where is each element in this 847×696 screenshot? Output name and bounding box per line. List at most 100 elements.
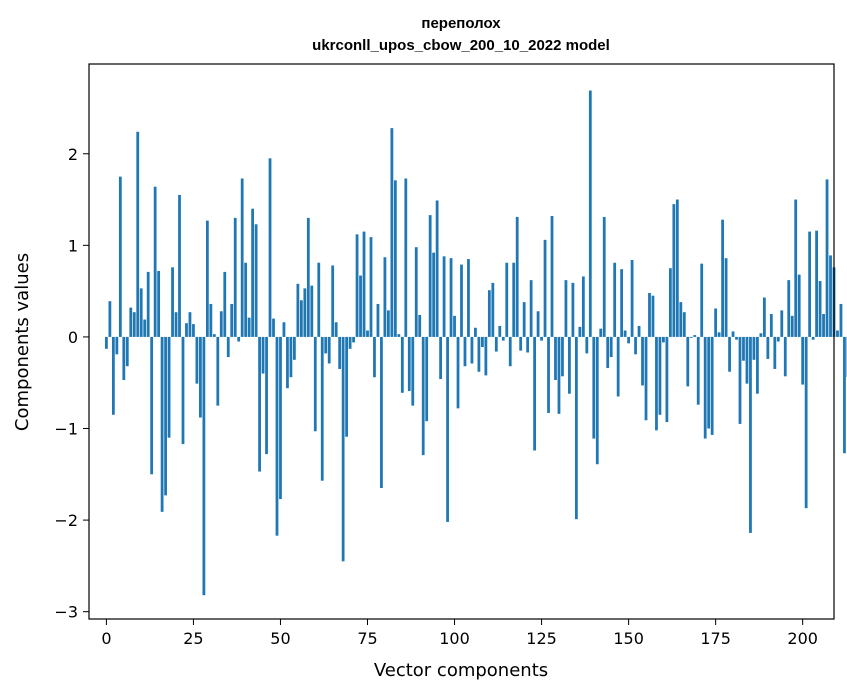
bar-192 (773, 336, 777, 369)
bar-1 (108, 301, 112, 337)
bar-141 (595, 336, 599, 465)
bar-164 (675, 199, 679, 337)
bar-53 (289, 336, 293, 378)
bar-190 (766, 336, 770, 359)
bar-154 (641, 336, 644, 386)
bar-200 (801, 336, 805, 385)
bar-71 (352, 336, 355, 343)
bar-65 (331, 265, 335, 337)
y-axis-ticks: −3 −2 −1 0 1 2 (54, 145, 89, 622)
bar-174 (710, 336, 714, 435)
bar-13 (150, 336, 154, 475)
bar-160 (662, 336, 665, 343)
bar-163 (672, 204, 676, 337)
y-tick-label-0: −3 (54, 603, 78, 622)
bar-169 (693, 335, 697, 337)
bar-23 (185, 323, 188, 337)
bar-70 (348, 336, 352, 349)
bar-132 (564, 280, 568, 337)
bar-128 (550, 216, 554, 337)
bar-16 (160, 336, 164, 512)
x-tick-label-4: 100 (439, 629, 470, 648)
bar-75 (366, 330, 369, 337)
bar-4 (118, 176, 122, 337)
bar-188 (759, 333, 763, 337)
bar-196 (787, 280, 791, 337)
x-tick-label-2: 50 (270, 629, 290, 648)
bar-48 (272, 318, 275, 337)
bar-38 (237, 336, 241, 342)
bar-43 (254, 224, 258, 337)
bar-158 (655, 336, 658, 431)
bar-18 (167, 336, 171, 438)
bar-35 (226, 336, 230, 358)
bar-172 (703, 336, 707, 439)
bar-39 (240, 178, 244, 337)
bar-181 (735, 336, 738, 340)
bar-66 (334, 322, 338, 337)
bar-105 (470, 336, 474, 364)
bar-159 (658, 336, 662, 415)
bar-168 (689, 336, 693, 338)
bar-6 (125, 336, 129, 367)
bar-28 (202, 336, 206, 596)
bar-25 (192, 324, 195, 337)
bar-107 (477, 336, 481, 372)
chart-subtitle: ukrconll_upos_cbow_200_10_2022 model (312, 37, 610, 54)
bar-131 (561, 336, 564, 377)
bar-167 (686, 336, 690, 387)
bar-104 (467, 259, 470, 337)
bar-57 (303, 288, 307, 337)
bar-99 (449, 258, 453, 337)
bar-59 (310, 285, 314, 337)
x-tick-label-5: 125 (526, 629, 557, 648)
x-tick-label-6: 150 (613, 629, 644, 648)
bar-76 (369, 237, 373, 337)
bar-2 (111, 336, 115, 415)
bar-46 (265, 336, 268, 455)
bar-29 (205, 220, 209, 337)
bar-93 (428, 215, 432, 337)
bar-26 (195, 336, 199, 384)
bar-189 (762, 297, 766, 337)
bar-101 (456, 336, 460, 409)
bar-147 (616, 336, 620, 397)
bar-201 (804, 336, 808, 509)
bar-51 (282, 322, 286, 337)
bar-171 (700, 263, 704, 337)
bar-36 (230, 303, 234, 337)
bar-157 (651, 295, 655, 337)
bar-185 (749, 336, 752, 533)
bar-61 (317, 262, 321, 337)
bar-211 (839, 303, 843, 337)
x-axis-ticks: 0 25 50 75 100 125 150 175 200 (101, 619, 818, 648)
bar-8 (132, 312, 136, 337)
bar-121 (526, 336, 530, 353)
bar-116 (508, 336, 512, 367)
bar-194 (780, 310, 784, 337)
bar-11 (143, 319, 147, 337)
bar-137 (581, 276, 585, 337)
bar-54 (293, 336, 296, 360)
bar-208 (829, 255, 832, 337)
bar-45 (261, 336, 265, 374)
y-tick-label-4: 1 (68, 236, 78, 255)
bar-27 (199, 336, 202, 418)
plot-frame (88, 63, 835, 620)
bar-67 (338, 336, 342, 369)
bar-49 (275, 336, 279, 536)
bar-187 (756, 336, 759, 394)
bar-47 (268, 158, 272, 337)
bar-87 (407, 336, 411, 391)
bar-198 (794, 199, 798, 337)
bar-183 (742, 336, 745, 361)
bar-124 (536, 311, 540, 337)
bar-98 (446, 336, 449, 522)
bar-64 (327, 336, 331, 364)
bar-139 (588, 90, 592, 337)
bar-0 (105, 336, 108, 349)
bar-186 (752, 336, 756, 360)
x-axis-label: Vector components (374, 660, 548, 681)
bar-73 (359, 275, 362, 337)
bar-122 (529, 280, 533, 337)
